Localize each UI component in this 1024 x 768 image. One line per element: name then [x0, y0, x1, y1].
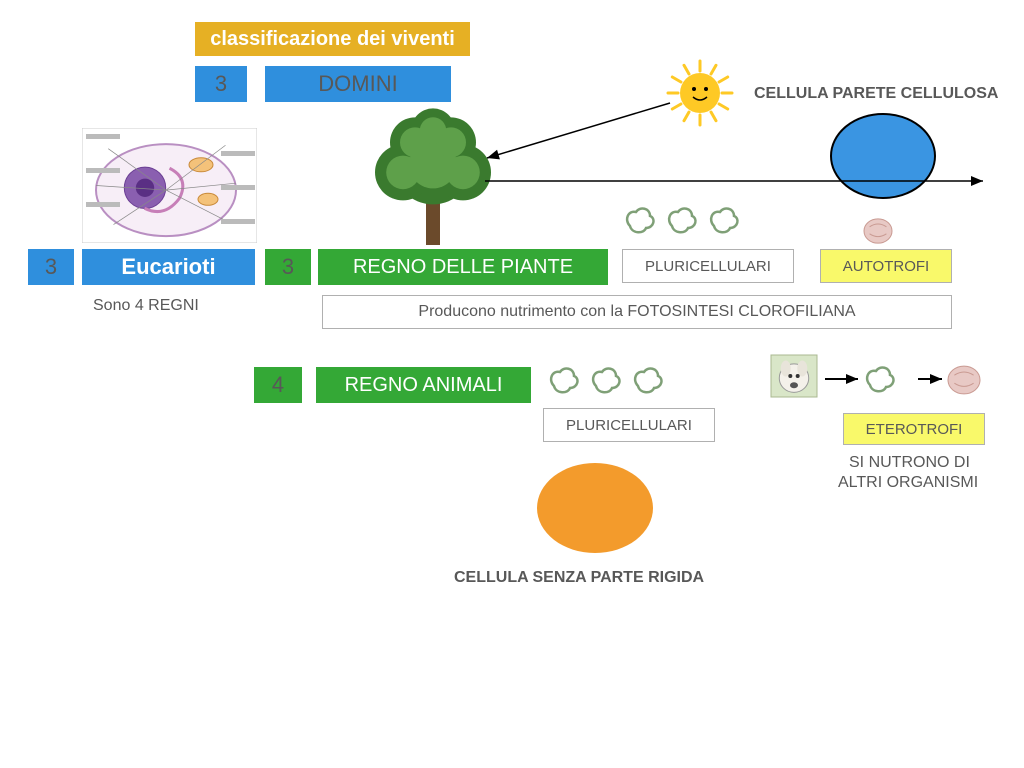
animali-label: REGNO ANIMALI: [345, 374, 503, 397]
animali-nutrono-1: SI NUTRONO DI: [849, 454, 970, 472]
domini-label-box: DOMINI: [265, 66, 451, 102]
organ-icon: [864, 219, 892, 243]
eucarioti-num-box: 3: [28, 249, 74, 285]
eucarioti-subtitle: Sono 4 REGNI: [93, 297, 199, 315]
piante-foto: Producono nutrimento con la FOTOSINTESI …: [418, 303, 855, 321]
title-text: classificazione dei viventi: [210, 28, 455, 51]
cell-squiggle-icon: [627, 209, 653, 233]
piante-foto-box: Producono nutrimento con la FOTOSINTESI …: [322, 295, 952, 329]
domini-label: DOMINI: [318, 71, 397, 97]
cell-diagram-image: [82, 128, 257, 243]
parete-cell-label: CELLULA PARETE CELLULOSA: [754, 85, 998, 103]
animali-num: 4: [272, 372, 284, 398]
piante-pluricell-box: PLURICELLULARI: [622, 249, 794, 283]
eucarioti-label: Eucarioti: [121, 254, 215, 280]
piante-label: REGNO DELLE PIANTE: [353, 256, 573, 279]
tree-canopy-icon: [375, 108, 491, 204]
animali-eterotrofi: ETEROTROFI: [866, 421, 963, 438]
cell-no-rigid-ellipse: [537, 463, 653, 553]
animali-nutrono-2: ALTRI ORGANISMI: [838, 474, 978, 492]
animali-label-box: REGNO ANIMALI: [316, 367, 531, 403]
eucarioti-num: 3: [45, 254, 57, 280]
animali-num-box: 4: [254, 367, 302, 403]
cell-squiggle-icon: [551, 369, 577, 393]
animali-eterotrofi-box: ETEROTROFI: [843, 413, 985, 445]
piante-label-box: REGNO DELLE PIANTE: [318, 249, 608, 285]
piante-autotrofi-box: AUTOTROFI: [820, 249, 952, 283]
piante-num-box: 3: [265, 249, 311, 285]
sun-icon: [680, 73, 720, 113]
cell-squiggle-icon: [635, 369, 661, 393]
cell-squiggle-icon: [867, 368, 893, 392]
piante-num: 3: [282, 254, 294, 280]
animali-pluricell: PLURICELLULARI: [566, 417, 692, 434]
title-box: classificazione dei viventi: [195, 22, 470, 56]
domini-num: 3: [215, 71, 227, 97]
piante-pluricell: PLURICELLULARI: [645, 258, 771, 275]
animali-pluricell-box: PLURICELLULARI: [543, 408, 715, 442]
cell-squiggle-icon: [711, 209, 737, 233]
cell-squiggle-icon: [669, 209, 695, 233]
piante-autotrofi: AUTOTROFI: [843, 258, 929, 275]
cell-wall-ellipse: [831, 114, 935, 198]
eucarioti-label-box: Eucarioti: [82, 249, 255, 285]
domini-num-box: 3: [195, 66, 247, 102]
cell-rigida-label: CELLULA SENZA PARTE RIGIDA: [454, 569, 704, 587]
cell-squiggle-icon: [593, 369, 619, 393]
organ-icon: [948, 366, 980, 394]
sheep-image: [771, 355, 817, 397]
